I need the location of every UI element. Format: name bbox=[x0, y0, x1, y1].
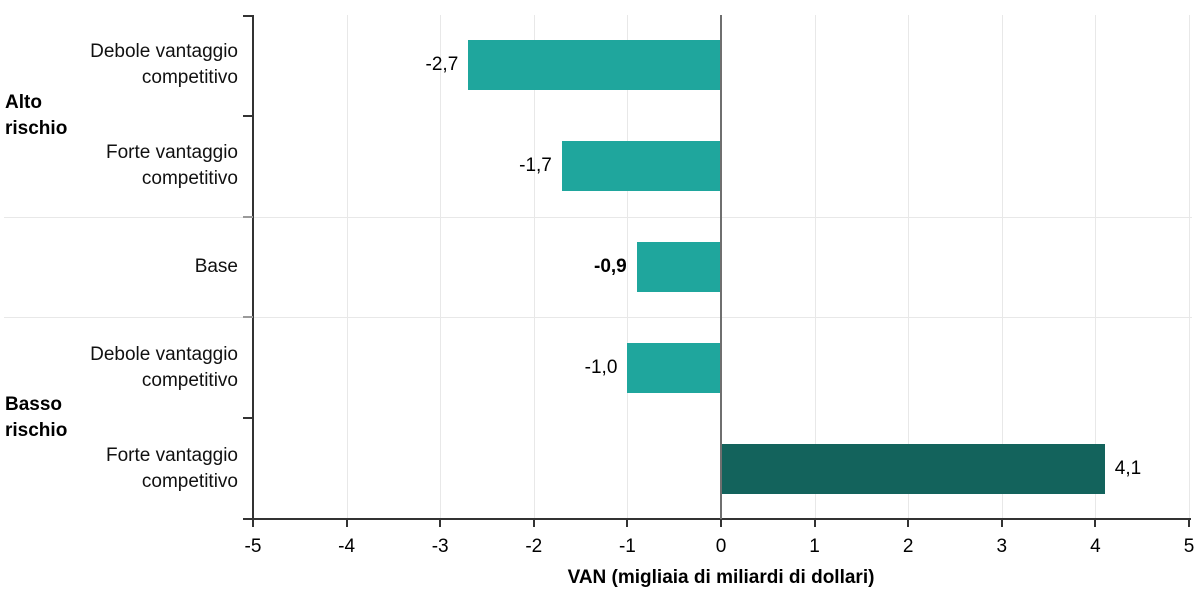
x-tick-label: -2 bbox=[525, 536, 543, 557]
x-tick-label: -1 bbox=[618, 536, 636, 557]
category-label: Base bbox=[0, 254, 238, 280]
x-axis-line bbox=[243, 518, 1191, 520]
category-label-line: Forte vantaggio bbox=[105, 142, 238, 164]
x-tick-label: 0 bbox=[715, 536, 727, 557]
bar-2 bbox=[561, 141, 721, 192]
category-label-line: Debole vantaggio bbox=[90, 343, 238, 365]
category-axis-line bbox=[252, 15, 254, 519]
x-axis-tick bbox=[1094, 519, 1097, 527]
value-label: -0,9 bbox=[594, 256, 627, 277]
bar-3 bbox=[636, 242, 721, 292]
category-label-line: competitivo bbox=[141, 67, 238, 89]
category-label-line: Debole vantaggio bbox=[90, 41, 238, 63]
vertical-gridline bbox=[440, 15, 442, 519]
vertical-gridline bbox=[533, 15, 535, 519]
vertical-gridline bbox=[1095, 15, 1097, 519]
category-label-line: competitivo bbox=[141, 369, 238, 391]
x-axis-tick bbox=[532, 519, 535, 527]
group-separator-line bbox=[4, 317, 1192, 319]
vertical-gridline bbox=[627, 15, 629, 519]
bar-4 bbox=[627, 342, 721, 393]
value-label: 4,1 bbox=[1114, 457, 1142, 479]
bar-1 bbox=[468, 40, 721, 91]
category-label-line: Forte vantaggio bbox=[105, 444, 238, 466]
x-tick-label: 4 bbox=[1090, 536, 1101, 557]
x-tick-label: 2 bbox=[902, 536, 914, 557]
group-label-line: Alto bbox=[5, 91, 42, 113]
group-label-line: Basso bbox=[5, 394, 63, 416]
x-axis-tick bbox=[252, 519, 254, 527]
x-tick-label: -4 bbox=[338, 536, 356, 557]
category-axis-tick bbox=[243, 15, 253, 17]
category-axis-tick-gray bbox=[243, 316, 253, 319]
category-label: Forte vantaggio competitivo bbox=[0, 140, 238, 192]
x-axis-tick bbox=[907, 519, 910, 527]
category-label-line: Base bbox=[194, 256, 238, 277]
vertical-gridline bbox=[814, 15, 816, 519]
category-label: Debole vantaggio competitivo bbox=[0, 39, 238, 91]
x-axis-tick bbox=[626, 519, 629, 527]
x-tick-label: 5 bbox=[1183, 536, 1195, 557]
group-label: Alto rischio bbox=[5, 90, 165, 142]
x-axis-tick bbox=[720, 519, 722, 527]
category-axis-tick bbox=[243, 114, 253, 117]
x-axis-tick bbox=[439, 519, 442, 527]
category-label-line: competitivo bbox=[141, 470, 238, 492]
x-tick-label: -3 bbox=[431, 536, 449, 557]
x-axis-tick bbox=[1000, 519, 1003, 527]
category-axis-tick-gray bbox=[243, 215, 253, 218]
category-axis-tick bbox=[243, 417, 253, 420]
value-label: -1,7 bbox=[519, 155, 552, 177]
group-separator-line bbox=[4, 216, 1192, 218]
group-label-line: rischio bbox=[5, 117, 68, 139]
group-label-line: rischio bbox=[5, 420, 68, 442]
x-axis-tick bbox=[345, 519, 348, 527]
vertical-gridline bbox=[346, 15, 348, 519]
category-label-line: competitivo bbox=[141, 168, 238, 190]
x-axis-tick bbox=[813, 519, 816, 527]
vertical-gridline bbox=[908, 15, 910, 519]
zero-gridline bbox=[720, 15, 722, 519]
vertical-gridline bbox=[1001, 15, 1003, 519]
bar-5 bbox=[721, 443, 1105, 494]
value-label: -2,7 bbox=[425, 54, 459, 76]
group-label: Basso rischio bbox=[5, 392, 165, 444]
x-tick-label: -5 bbox=[244, 536, 262, 557]
category-label: Forte vantaggio competitivo bbox=[0, 443, 238, 495]
x-axis-title: VAN (migliaia di miliardi di dollari) bbox=[567, 567, 875, 588]
x-tick-label: 3 bbox=[996, 536, 1008, 557]
x-axis-tick bbox=[1188, 519, 1190, 527]
vertical-gridline bbox=[1189, 15, 1190, 519]
value-label: -1,0 bbox=[584, 356, 618, 378]
x-tick-label: 1 bbox=[809, 536, 820, 557]
category-label: Debole vantaggio competitivo bbox=[0, 342, 238, 394]
